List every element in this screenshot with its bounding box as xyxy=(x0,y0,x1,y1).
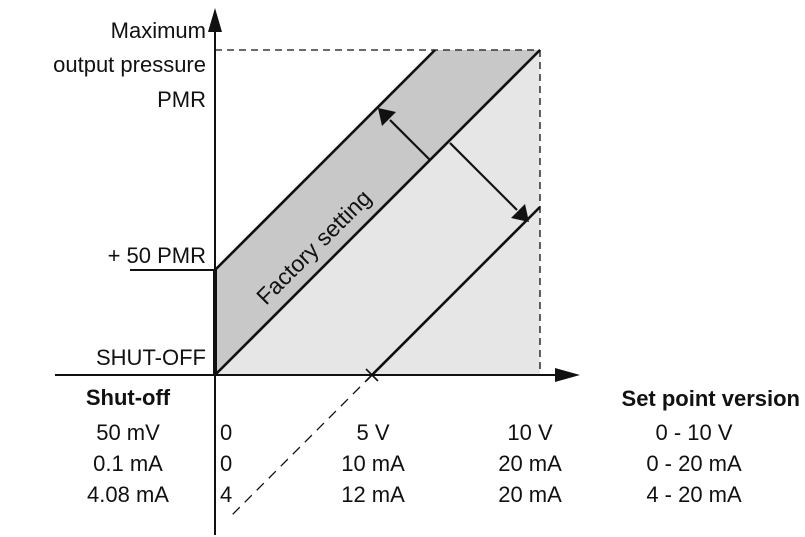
row2-max: 20 mA xyxy=(498,451,562,476)
row3-shutoff: 4.08 mA xyxy=(87,482,169,507)
row2-shutoff: 0.1 mA xyxy=(93,451,163,476)
adjust-down-arrow-shaft xyxy=(449,142,518,211)
adjust-up-arrow-shaft xyxy=(389,119,431,161)
adjust-up-arrowhead xyxy=(378,108,396,126)
row2-range: 0 - 20 mA xyxy=(646,451,742,476)
y-axis-title-line-3: PMR xyxy=(157,87,206,112)
y-axis-title-line-2: output pressure xyxy=(53,52,206,77)
row2-start: 0 xyxy=(220,451,232,476)
row1-range: 0 - 10 V xyxy=(655,420,732,445)
x-axis-arrowhead xyxy=(555,368,580,382)
factory-setting-line xyxy=(214,49,541,376)
row1-max: 10 V xyxy=(507,420,553,445)
adjust-down-arrowhead xyxy=(511,204,529,222)
lower-limit-line xyxy=(371,206,541,376)
y-axis-title-line-1: Maximum xyxy=(111,18,206,43)
upper-limit-line xyxy=(214,49,436,271)
shutoff-header: Shut-off xyxy=(86,385,171,410)
row2-mid: 10 mA xyxy=(341,451,405,476)
row3-range: 4 - 20 mA xyxy=(646,482,742,507)
level-mid-label: + 50 PMR xyxy=(108,243,206,268)
y-axis-arrowhead xyxy=(208,8,222,32)
row3-start: 4 xyxy=(220,482,232,507)
row1-mid: 5 V xyxy=(356,420,389,445)
row1-shutoff: 50 mV xyxy=(96,420,160,445)
level-low-label: SHUT-OFF xyxy=(96,345,206,370)
midpoint-marker-b xyxy=(365,368,379,382)
x-axis-title: Set point version xyxy=(622,386,800,411)
row3-mid: 12 mA xyxy=(341,482,405,507)
row1-start: 0 xyxy=(220,420,232,445)
row3-max: 20 mA xyxy=(498,482,562,507)
